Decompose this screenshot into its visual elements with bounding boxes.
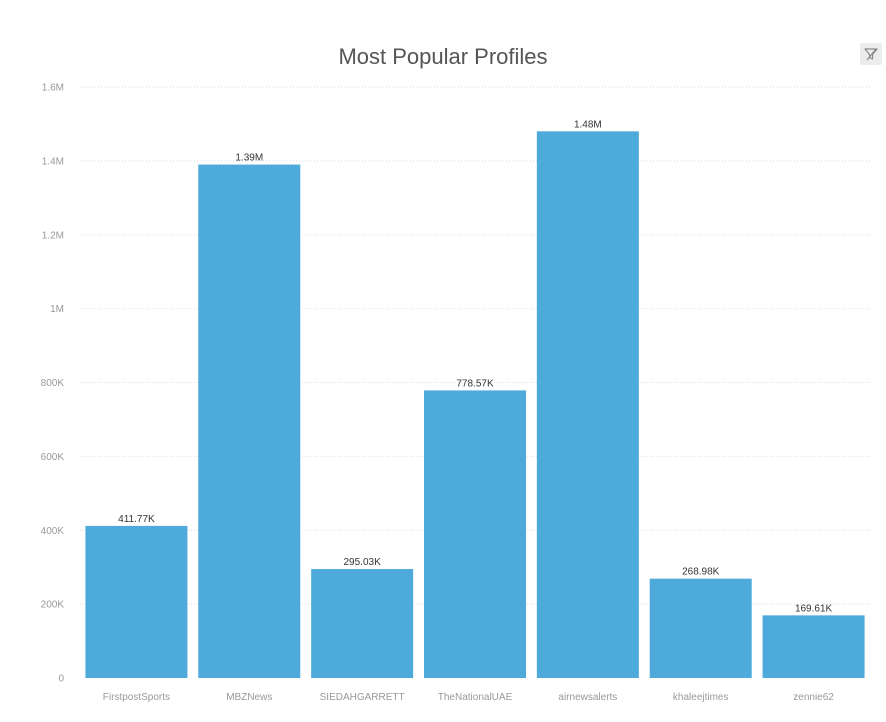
data-label: 778.57K: [456, 378, 494, 389]
x-tick-label: TheNationalUAE: [438, 692, 513, 703]
y-tick-label: 600K: [41, 452, 65, 463]
x-tick-label: khaleejtimes: [673, 692, 729, 703]
bar: [762, 615, 865, 678]
x-tick-label: MBZNews: [226, 692, 272, 703]
y-tick-label: 1.4M: [42, 156, 64, 167]
x-tick-label: airnewsalerts: [558, 692, 617, 703]
bar: [85, 525, 188, 678]
filter-icon: [860, 43, 882, 65]
data-label: 1.39M: [235, 153, 263, 164]
bar: [198, 164, 301, 679]
data-label: 169.61K: [795, 603, 833, 614]
bar: [536, 131, 639, 678]
x-tick-label: zennie62: [793, 692, 834, 703]
data-label: 1.48M: [574, 119, 602, 130]
y-tick-label: 400K: [41, 526, 65, 537]
x-tick-label: SIEDAHGARRETT: [320, 692, 405, 703]
bar: [311, 569, 414, 678]
bar: [649, 578, 752, 678]
y-tick-label: 1.2M: [42, 230, 64, 241]
y-tick-label: 1M: [50, 304, 64, 315]
y-tick-label: 0: [58, 674, 64, 685]
x-tick-label: FirstpostSports: [103, 692, 170, 703]
y-tick-label: 200K: [41, 600, 65, 611]
bar: [424, 390, 526, 678]
data-label: 411.77K: [118, 514, 155, 525]
y-tick-label: 1.6M: [42, 83, 64, 94]
chart-title: Most Popular Profiles: [338, 44, 548, 69]
y-tick-label: 800K: [41, 378, 65, 389]
data-label: 295.03K: [344, 557, 382, 568]
data-label: 268.98K: [682, 567, 720, 578]
filter-button[interactable]: [860, 43, 882, 65]
